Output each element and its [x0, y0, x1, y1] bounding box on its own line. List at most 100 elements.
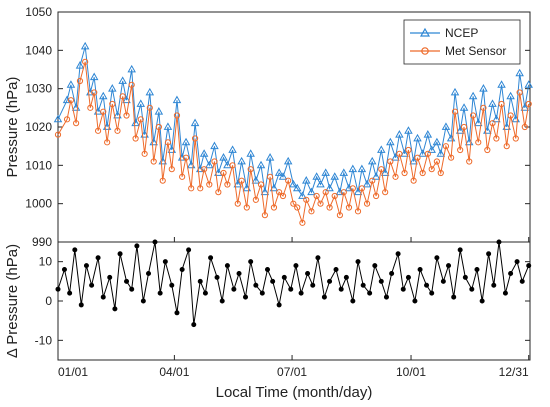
ncep-point: [386, 137, 395, 146]
met-sensor-point: [401, 169, 408, 177]
met-sensor-point: [164, 139, 172, 146]
delta-point: [502, 290, 508, 296]
met-sensor-point: [54, 131, 62, 138]
delta-point: [526, 263, 532, 269]
met-sensor-point: [396, 150, 403, 157]
delta-series-line: [57, 241, 530, 325]
ncep-point: [53, 114, 63, 123]
delta-y-axis-label: Δ Pressure (hPa): [4, 244, 21, 358]
legend: NCEP Met Sensor: [403, 19, 521, 65]
met-sensor-point: [141, 150, 148, 157]
delta-point: [343, 274, 349, 280]
ncep-point: [233, 179, 243, 188]
met-sensor-point: [299, 219, 306, 226]
delta-point: [134, 243, 140, 249]
delta-point: [157, 290, 163, 296]
ncep-point: [413, 133, 422, 142]
delta-point: [429, 290, 435, 296]
delta-point: [508, 270, 514, 276]
met-sensor-point: [470, 112, 477, 119]
ncep-point: [283, 156, 293, 165]
met-sensor-point: [480, 104, 487, 111]
met-sensor-point: [109, 100, 116, 108]
met-sensor-point: [261, 212, 269, 219]
ncep-point: [223, 160, 232, 169]
delta-point: [72, 247, 78, 253]
time-x-tick-label: 07/01: [277, 365, 307, 379]
delta-series: [55, 239, 532, 328]
met-sensor-point: [179, 173, 186, 180]
met-sensor-point: [516, 89, 523, 96]
delta-point: [360, 282, 366, 288]
legend-ncep-label: NCEP: [445, 26, 478, 40]
pressure-y-tick-label: 1040: [25, 43, 52, 57]
met-sensor-point: [498, 100, 505, 108]
ncep-point: [468, 91, 478, 100]
met-sensor-point: [220, 169, 227, 177]
met-sensor-point: [257, 181, 265, 188]
ncep-point: [400, 149, 409, 157]
met-sensor-point: [349, 185, 356, 192]
met-sensor-point: [67, 97, 75, 104]
met-sensor-point: [197, 185, 204, 192]
delta-point: [253, 282, 259, 288]
met-sensor-point: [270, 204, 278, 211]
time-x-tick-label: 04/01: [159, 365, 189, 379]
pressure-y-tick-label: 1000: [25, 197, 52, 211]
met-sensor-point: [424, 150, 431, 157]
met-sensor-point: [76, 77, 84, 85]
delta-point: [321, 294, 327, 300]
delta-point: [152, 239, 158, 245]
met-sensor-point: [525, 100, 532, 108]
delta-point: [305, 270, 311, 276]
ncep-point: [436, 149, 446, 157]
ncep-point: [377, 145, 386, 153]
pressure-y-tick-label: 1050: [25, 5, 52, 19]
delta-point: [174, 310, 180, 316]
met-sensor-point: [345, 204, 353, 211]
ncep-point: [474, 118, 483, 127]
ncep-point: [459, 103, 469, 111]
met-sensor-point: [224, 181, 231, 188]
delta-point: [231, 286, 237, 292]
delta-point: [243, 294, 249, 300]
time-x-tick-label: 12/31: [499, 365, 529, 379]
delta-point: [186, 247, 192, 253]
ncep-point: [113, 110, 122, 119]
pressure-y-axis-label: Pressure (hPa): [4, 77, 21, 178]
ncep-point: [312, 172, 321, 180]
met-sensor-point: [392, 173, 399, 180]
pressure-y-tick-label: 1010: [25, 158, 52, 172]
met-sensor-point: [303, 196, 310, 203]
met-sensor-point: [285, 177, 292, 184]
delta-point: [281, 274, 287, 280]
met-sensor-point: [466, 158, 473, 165]
pressure-series: [53, 41, 533, 226]
ncep-point: [307, 187, 316, 196]
delta-point: [355, 259, 361, 265]
met-sensor-point: [428, 166, 435, 173]
delta-panel: -10 0 10 01/01 04/01 07/01 10/01 12/31 Δ Press…: [4, 237, 532, 401]
delta-point: [310, 282, 316, 288]
delta-point: [446, 263, 452, 269]
met-sensor-point: [442, 143, 450, 150]
ncep-point: [205, 160, 214, 169]
delta-point: [140, 298, 146, 304]
delta-y-tick-label: 10: [39, 255, 53, 269]
delta-point: [107, 274, 113, 280]
ncep-point: [391, 153, 400, 161]
met-sensor-point: [475, 139, 482, 146]
met-sensor-point: [484, 146, 491, 154]
met-sensor-point: [331, 192, 338, 200]
ncep-point: [260, 187, 270, 196]
delta-point: [129, 286, 135, 292]
ncep-point: [330, 172, 339, 180]
delta-point: [327, 278, 333, 284]
delta-y-tick-label: -10: [35, 333, 53, 347]
ncep-point: [395, 130, 404, 138]
delta-point: [100, 294, 106, 300]
met-sensor-point: [159, 177, 166, 184]
ncep-point: [80, 41, 90, 50]
ncep-point: [506, 91, 515, 100]
legend-ncep-marker: [419, 27, 431, 37]
